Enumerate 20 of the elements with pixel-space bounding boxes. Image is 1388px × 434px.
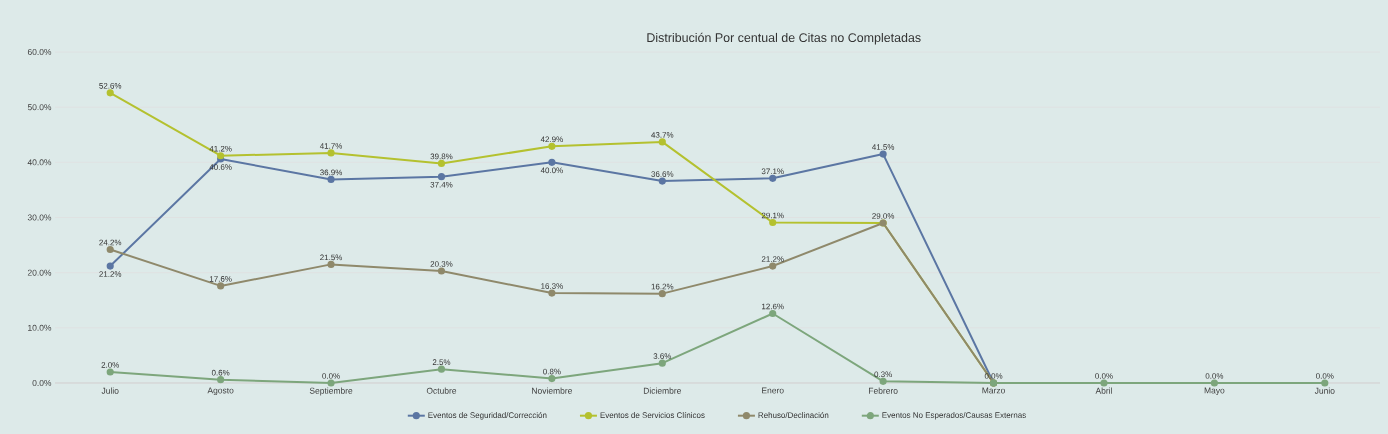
y-tick-label: 40.0% [27, 159, 52, 166]
chart-title: Distribución Por centual de Citas no Completadas [647, 32, 921, 45]
x-tick-label: Octubre [426, 387, 457, 394]
y-tick-label: 0.0% [32, 380, 52, 386]
x-tick-label: Diciembre [643, 387, 681, 394]
x-tick-label: Julio [101, 387, 119, 394]
x-tick-label: Mayo [1204, 387, 1225, 396]
x-tick-label: Junio [1314, 387, 1335, 394]
y-tick-label: 30.0% [27, 214, 52, 221]
x-tick-label: Septiembre [309, 387, 353, 396]
y-tick-label: 50.0% [27, 104, 52, 111]
x-tick-label: Marzo [982, 387, 1005, 394]
x-tick-label: Enero [762, 387, 784, 394]
y-tick-label: 60.0% [27, 49, 52, 55]
x-tick-label: Agosto [207, 387, 234, 396]
x-tick-label: Abril [1095, 387, 1112, 394]
y-tick-label: 20.0% [27, 269, 52, 276]
x-tick-label: Noviembre [532, 387, 572, 394]
y-tick-label: 10.0% [28, 324, 52, 331]
x-tick-label: Febrero [869, 387, 898, 394]
